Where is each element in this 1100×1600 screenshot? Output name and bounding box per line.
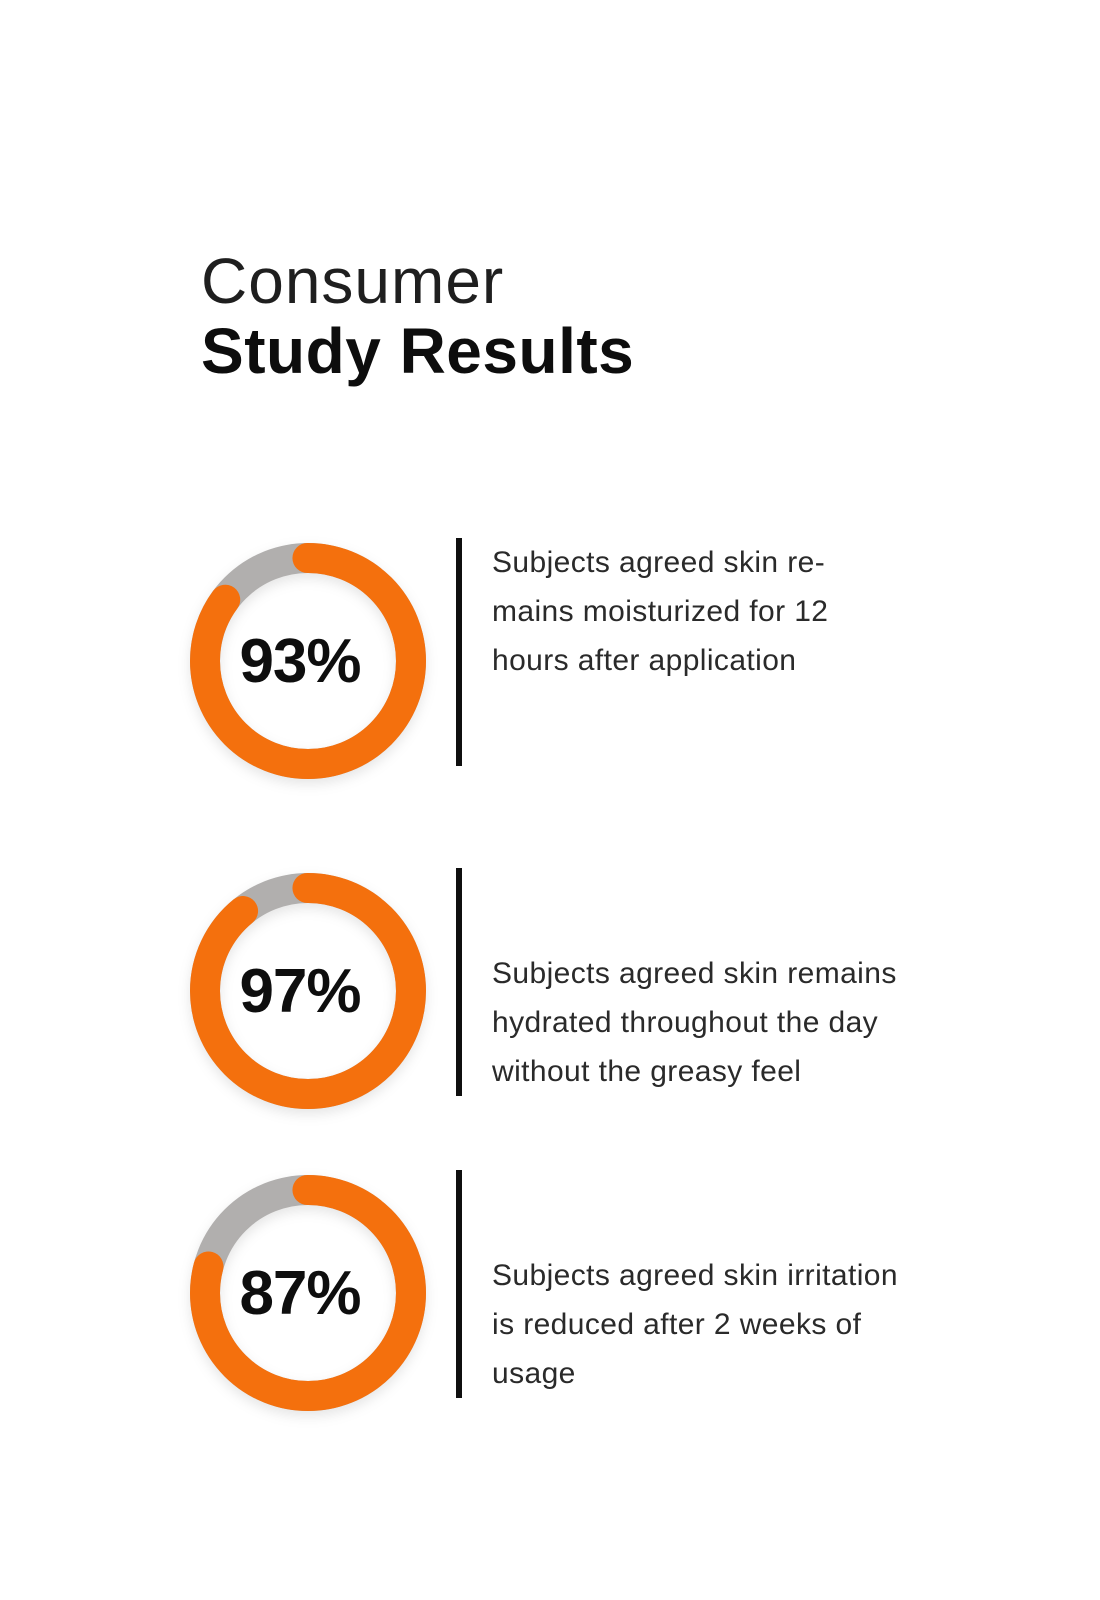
result-description-wrap: Subjects agreed skin remains hydrated th… [492, 868, 972, 1096]
study-result-row: 97% Subjects agreed skin remains hydrate… [188, 868, 972, 1110]
donut-chart-svg [190, 873, 426, 1109]
donut-chart: 97% [188, 872, 428, 1110]
result-description: Subjects agreed skin re- mains moisturiz… [492, 546, 829, 677]
result-description-wrap: Subjects agreed skin irritation is reduc… [492, 1170, 972, 1398]
page-title-line1: Consumer [201, 245, 505, 317]
result-description: Subjects agreed skin remains hydrated th… [492, 957, 897, 1088]
donut-chart-svg [190, 1175, 426, 1411]
donut-chart: 87% [188, 1174, 428, 1412]
donut-progress-ring [190, 1175, 426, 1411]
page-title-line2: Study Results [201, 315, 635, 387]
percent-label: 93% [239, 626, 361, 696]
donut-progress-ring [190, 543, 426, 779]
donut-chart-svg [190, 543, 426, 779]
percent-label: 97% [239, 956, 361, 1026]
result-description: Subjects agreed skin irritation is reduc… [492, 1259, 898, 1390]
vertical-divider [456, 1170, 462, 1398]
result-description-wrap: Subjects agreed skin re- mains moisturiz… [492, 538, 972, 766]
donut-progress-ring [190, 873, 426, 1109]
study-result-row: 87% Subjects agreed skin irritation is r… [188, 1170, 972, 1412]
percent-label: 87% [239, 1258, 361, 1328]
vertical-divider [456, 538, 462, 766]
donut-chart: 93% [188, 542, 428, 780]
study-result-row: 93% Subjects agreed skin re- mains moist… [188, 538, 972, 780]
page-title: Consumer Study Results [201, 246, 634, 386]
vertical-divider [456, 868, 462, 1096]
